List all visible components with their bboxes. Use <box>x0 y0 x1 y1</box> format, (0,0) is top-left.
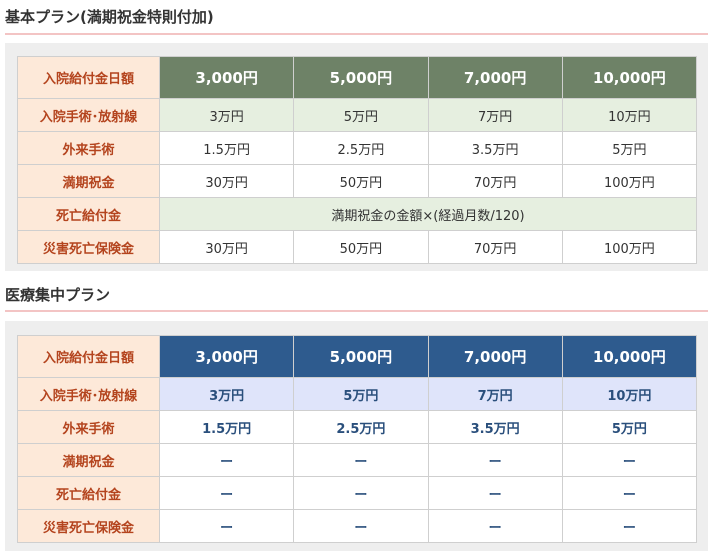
table-row: 死亡給付金 ー ー ー ー <box>17 476 698 510</box>
table-cell-dash: ー <box>293 509 429 543</box>
column-header: 7,000円 <box>427 56 563 99</box>
row-label-daily-amount: 入院給付金日額 <box>17 56 160 99</box>
table-cell: 7万円 <box>427 98 563 132</box>
table-cell: 5万円 <box>561 410 698 444</box>
column-header: 10,000円 <box>561 335 698 378</box>
table-cell-dash: ー <box>427 509 563 543</box>
table-cell-dash: ー <box>427 476 563 510</box>
medical-plan-title: 医療集中プラン <box>5 286 111 304</box>
table-header-row: 入院給付金日額 3,000円 5,000円 7,000円 10,000円 <box>17 335 698 378</box>
table-cell-dash: ー <box>158 476 295 510</box>
table-cell: 3.5万円 <box>427 131 563 165</box>
medical-plan-title-rule <box>5 310 708 312</box>
table-cell: 1.5万円 <box>158 410 295 444</box>
table-cell: 3.5万円 <box>427 410 563 444</box>
row-label: 満期祝金 <box>17 443 160 477</box>
row-label: 外来手術 <box>17 131 160 165</box>
basic-plan-table: 入院給付金日額 3,000円 5,000円 7,000円 10,000円 入院手… <box>17 56 698 264</box>
row-label: 災害死亡保険金 <box>17 509 160 543</box>
table-row: 死亡給付金 満期祝金の金額×(経過月数/120) <box>17 197 697 231</box>
table-cell-dash: ー <box>293 476 429 510</box>
table-row: 外来手術 1.5万円 2.5万円 3.5万円 5万円 <box>17 410 698 444</box>
table-cell-dash: ー <box>427 443 563 477</box>
table-header-row: 入院給付金日額 3,000円 5,000円 7,000円 10,000円 <box>17 56 698 99</box>
table-row: 満期祝金 30万円 50万円 70万円 100万円 <box>17 164 698 198</box>
merged-table-cell: 満期祝金の金額×(経過月数/120) <box>159 197 697 231</box>
table-row: 外来手術 1.5万円 2.5万円 3.5万円 5万円 <box>17 131 698 165</box>
column-header: 3,000円 <box>158 335 295 378</box>
table-cell-dash: ー <box>561 476 698 510</box>
column-header: 5,000円 <box>293 335 429 378</box>
table-row: 災害死亡保険金 30万円 50万円 70万円 100万円 <box>17 230 698 264</box>
row-label: 外来手術 <box>17 410 160 444</box>
table-cell-dash: ー <box>561 509 698 543</box>
table-cell: 70万円 <box>427 164 563 198</box>
table-cell: 30万円 <box>158 230 295 264</box>
table-cell: 10万円 <box>561 98 698 132</box>
table-cell: 3万円 <box>158 98 295 132</box>
table-cell: 50万円 <box>293 164 429 198</box>
row-label: 満期祝金 <box>17 164 160 198</box>
table-cell-dash: ー <box>158 443 295 477</box>
table-cell: 1.5万円 <box>158 131 295 165</box>
row-label: 入院手術･放射線 <box>17 377 160 411</box>
row-label: 入院手術･放射線 <box>17 98 160 132</box>
table-cell: 5万円 <box>561 131 698 165</box>
table-cell: 10万円 <box>561 377 698 411</box>
table-cell: 5万円 <box>293 377 429 411</box>
table-row: 満期祝金 ー ー ー ー <box>17 443 698 477</box>
column-header: 10,000円 <box>561 56 698 99</box>
column-header: 5,000円 <box>293 56 429 99</box>
column-header: 7,000円 <box>427 335 563 378</box>
table-cell-dash: ー <box>158 509 295 543</box>
table-cell: 30万円 <box>158 164 295 198</box>
column-header: 3,000円 <box>158 56 295 99</box>
table-row: 災害死亡保険金 ー ー ー ー <box>17 509 698 543</box>
basic-plan-title-rule <box>5 33 708 35</box>
table-row: 入院手術･放射線 3万円 5万円 7万円 10万円 <box>17 377 698 411</box>
basic-plan-title: 基本プラン(満期祝金特則付加) <box>5 8 214 26</box>
table-cell: 2.5万円 <box>293 410 429 444</box>
table-row: 入院手術･放射線 3万円 5万円 7万円 10万円 <box>17 98 698 132</box>
table-cell: 100万円 <box>561 230 698 264</box>
row-label: 災害死亡保険金 <box>17 230 160 264</box>
medical-plan-table: 入院給付金日額 3,000円 5,000円 7,000円 10,000円 入院手… <box>17 335 698 543</box>
table-cell: 70万円 <box>427 230 563 264</box>
table-cell: 50万円 <box>293 230 429 264</box>
table-cell: 2.5万円 <box>293 131 429 165</box>
table-cell-dash: ー <box>561 443 698 477</box>
table-cell-dash: ー <box>293 443 429 477</box>
row-label: 死亡給付金 <box>17 197 160 231</box>
row-label: 死亡給付金 <box>17 476 160 510</box>
row-label-daily-amount: 入院給付金日額 <box>17 335 160 378</box>
table-cell: 7万円 <box>427 377 563 411</box>
table-cell: 100万円 <box>561 164 698 198</box>
table-cell: 5万円 <box>293 98 429 132</box>
table-cell: 3万円 <box>158 377 295 411</box>
